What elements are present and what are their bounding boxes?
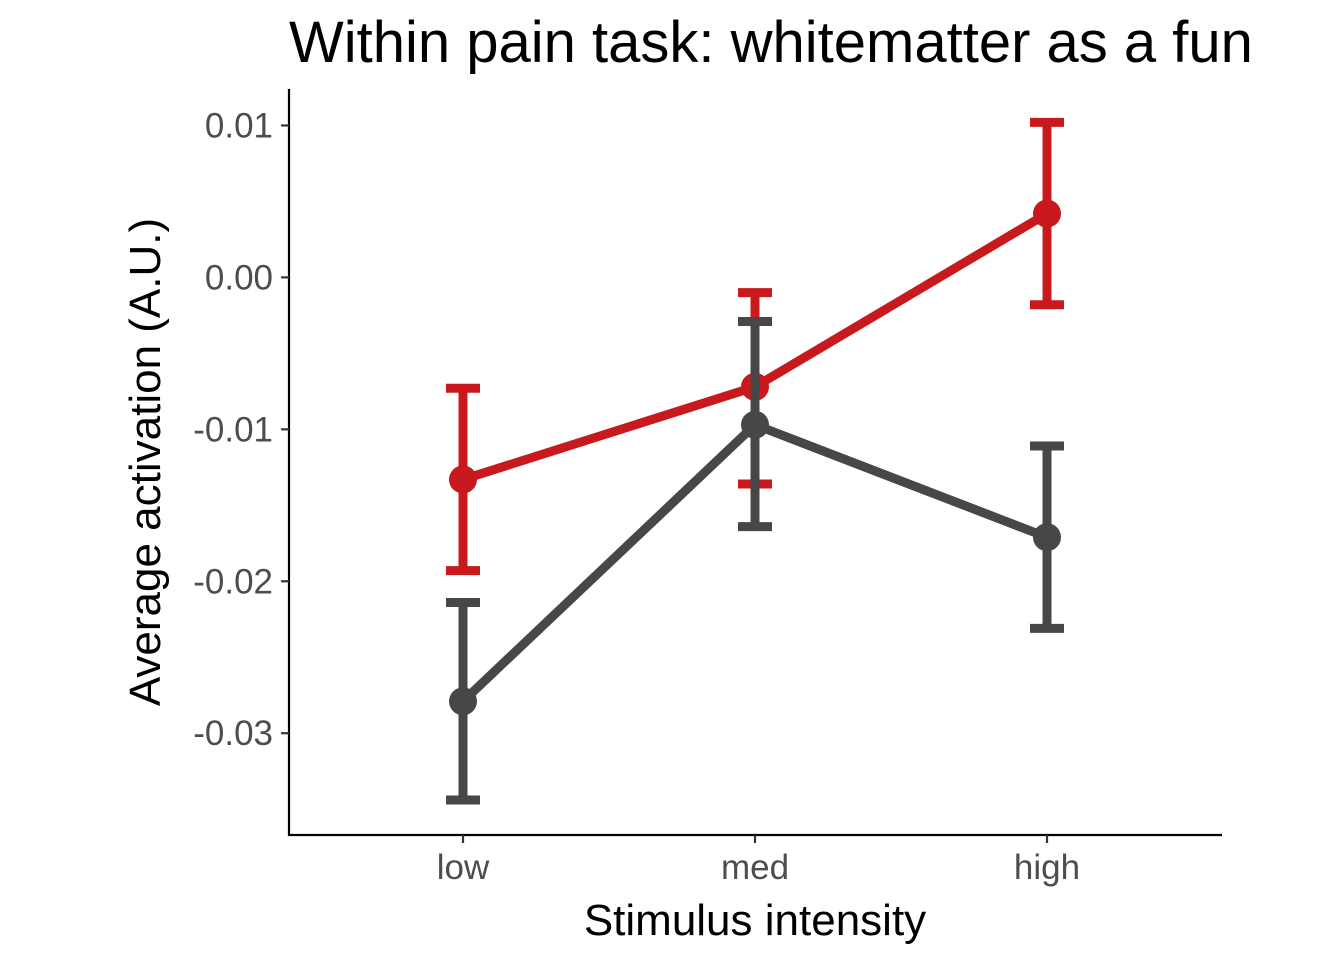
chart-title: Within pain task: whitematter as a fun — [289, 10, 1253, 75]
x-tick-label: med — [721, 848, 789, 887]
data-point — [449, 687, 477, 716]
y-axis-label: Average activation (A.U.) — [121, 218, 170, 706]
series-2 — [446, 316, 1064, 805]
x-tick-label: high — [1014, 848, 1080, 887]
data-point — [1033, 523, 1061, 552]
y-tick-label: 0.00 — [205, 258, 273, 297]
y-axis-ticks: 0.01 0.00 -0.01 -0.02 -0.03 — [193, 106, 289, 753]
data-point — [1033, 199, 1061, 228]
x-axis-ticks: low med high — [437, 835, 1080, 887]
data-point — [449, 465, 477, 494]
x-tick-label: low — [437, 848, 490, 887]
y-tick-label: -0.02 — [193, 562, 273, 601]
x-axis-label: Stimulus intensity — [584, 896, 926, 945]
y-tick-label: -0.01 — [193, 410, 273, 449]
data-point — [741, 410, 769, 439]
y-tick-label: -0.03 — [193, 714, 273, 753]
plot-series — [446, 117, 1064, 805]
series-1 — [446, 117, 1064, 576]
y-tick-label: 0.01 — [205, 106, 273, 145]
